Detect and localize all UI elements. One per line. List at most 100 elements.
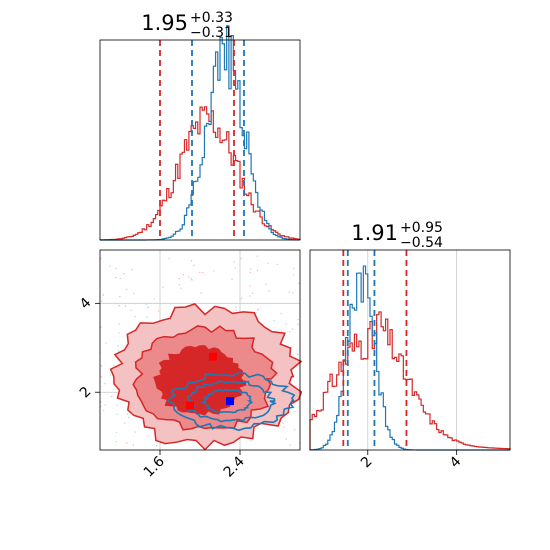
scatter-point bbox=[201, 271, 204, 274]
scatter-point bbox=[126, 442, 128, 444]
scatter-point bbox=[240, 257, 242, 260]
scatter-point bbox=[231, 278, 233, 281]
scatter-point bbox=[276, 263, 279, 266]
scatter-point bbox=[193, 264, 195, 267]
scatter-point bbox=[116, 413, 118, 416]
scatter-point bbox=[162, 286, 164, 288]
scatter-point bbox=[241, 297, 243, 299]
scatter-point bbox=[153, 298, 155, 300]
histogram-blue bbox=[309, 265, 510, 451]
x-tick-label: 4 bbox=[447, 453, 465, 471]
scatter-point bbox=[256, 270, 259, 272]
scatter-point bbox=[249, 285, 251, 287]
scatter-point bbox=[232, 310, 234, 312]
scatter-point bbox=[190, 260, 193, 262]
title-x-plus: +0.33 bbox=[190, 10, 233, 26]
scatter-point bbox=[256, 255, 259, 257]
scatter-point bbox=[145, 303, 148, 305]
panel-frame bbox=[99, 249, 301, 451]
scatter-point bbox=[178, 277, 181, 280]
scatter-point bbox=[104, 383, 106, 385]
scatter-point bbox=[297, 323, 299, 325]
title-x-minus: −0.31 bbox=[190, 25, 233, 41]
scatter-point bbox=[288, 291, 290, 293]
scatter-point bbox=[110, 395, 113, 398]
scatter-point bbox=[285, 323, 287, 325]
scatter-point bbox=[146, 316, 148, 318]
title-y-plus: +0.95 bbox=[400, 220, 443, 236]
scatter-point bbox=[131, 268, 133, 271]
scatter-point bbox=[273, 319, 275, 322]
scatter-point bbox=[100, 365, 103, 367]
scatter-point bbox=[285, 438, 288, 440]
scatter-point bbox=[233, 261, 235, 263]
scatter-point bbox=[292, 267, 295, 270]
scatter-point bbox=[118, 305, 121, 307]
scatter-point bbox=[115, 276, 117, 279]
x-tick-label: 1.6 bbox=[141, 453, 168, 480]
scatter-point bbox=[190, 278, 192, 280]
scatter-point bbox=[283, 426, 285, 428]
scatter-point bbox=[157, 310, 160, 312]
scatter-point bbox=[291, 328, 294, 330]
scatter-point bbox=[116, 404, 118, 407]
scatter-point bbox=[126, 413, 129, 415]
scatter-point bbox=[117, 350, 120, 352]
scatter-point bbox=[124, 305, 127, 308]
scatter-point bbox=[250, 440, 252, 442]
scatter-point bbox=[156, 444, 158, 447]
scatter-point bbox=[105, 342, 107, 344]
scatter-point bbox=[117, 345, 119, 347]
scatter-point bbox=[133, 292, 135, 295]
scatter-point bbox=[280, 330, 283, 332]
scatter-point bbox=[118, 323, 120, 325]
scatter-point bbox=[100, 300, 103, 302]
panel-frame bbox=[99, 39, 301, 241]
title-x-median: 1.95 bbox=[141, 11, 188, 35]
scatter-point bbox=[118, 332, 120, 334]
scatter-point bbox=[178, 284, 180, 286]
scatter-point bbox=[100, 376, 103, 378]
scatter-point bbox=[257, 308, 259, 310]
title-y-median: 1.91 bbox=[351, 221, 398, 245]
scatter-point bbox=[292, 274, 295, 276]
scatter-point bbox=[109, 265, 111, 267]
scatter-point bbox=[293, 429, 296, 431]
scatter-point bbox=[267, 262, 269, 264]
scatter-point bbox=[102, 293, 104, 295]
scatter-point bbox=[200, 292, 202, 294]
scatter-point bbox=[289, 331, 291, 333]
scatter-point bbox=[115, 267, 117, 270]
scatter-point bbox=[297, 318, 299, 321]
scatter-point bbox=[268, 290, 270, 292]
scatter-point bbox=[180, 287, 182, 289]
scatter-point bbox=[235, 306, 237, 309]
scatter-point bbox=[126, 288, 128, 291]
scatter-point bbox=[249, 295, 251, 297]
scatter-point bbox=[128, 416, 130, 419]
scatter-point bbox=[102, 409, 105, 412]
scatter-point bbox=[239, 298, 241, 300]
scatter-point bbox=[147, 306, 149, 309]
scatter-point bbox=[291, 346, 293, 348]
marker-red bbox=[209, 352, 217, 361]
panel-frame bbox=[309, 249, 511, 451]
marker-blue bbox=[226, 397, 234, 406]
scatter-point bbox=[294, 410, 296, 413]
scatter-point bbox=[148, 435, 150, 437]
contour-blue-inner bbox=[200, 388, 254, 414]
scatter-point bbox=[130, 309, 132, 312]
contour-blue-outer bbox=[166, 372, 296, 432]
scatter-point bbox=[115, 440, 118, 443]
x-tick-label: 2 bbox=[358, 454, 376, 472]
scatter-point bbox=[199, 271, 201, 274]
scatter-point bbox=[168, 258, 171, 260]
scatter-point bbox=[123, 273, 125, 275]
scatter-point bbox=[113, 364, 115, 367]
histogram-red bbox=[99, 106, 301, 241]
scatter-point bbox=[119, 295, 121, 298]
scatter-point bbox=[132, 444, 135, 446]
scatter-point bbox=[282, 422, 284, 424]
scatter-point bbox=[251, 292, 254, 295]
